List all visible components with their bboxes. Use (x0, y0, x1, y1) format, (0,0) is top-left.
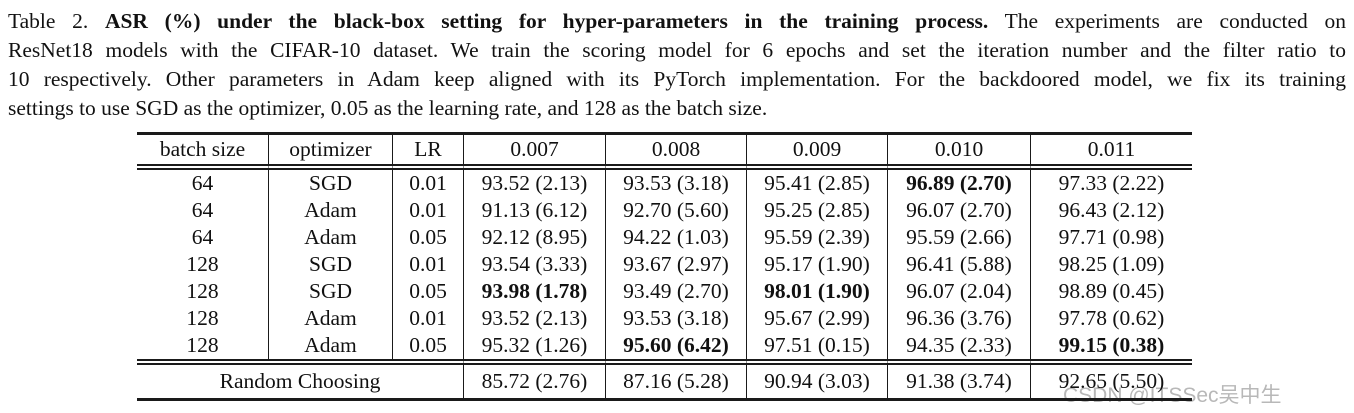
table-row: 64 Adam 0.05 92.12 (8.95) 94.22 (1.03) 95.59 … (137, 224, 1192, 251)
lr-cell: 0.05 (392, 224, 463, 251)
table-row: 128 Adam 0.05 95.32 (1.26) 95.60 (6.42) 97.51… (137, 332, 1192, 359)
header-batch-size: batch size (137, 135, 268, 170)
asr-value-cell: 92.65 (5.50) (1030, 359, 1192, 398)
asr-value-cell: 96.07 (2.70) (887, 197, 1030, 224)
asr-value-cell: 93.53 (3.18) (605, 170, 746, 197)
caption-line1-rest: The experiments are conducted on (988, 9, 1346, 33)
caption-line-3: 10 respectively. Other parameters in Ada… (8, 67, 1346, 91)
caption-label: Table 2. (8, 9, 105, 33)
asr-value-cell: 95.67 (2.99) (746, 305, 887, 332)
batch-size-cell: 64 (191, 225, 214, 249)
caption-line-1: Table 2. ASR (%) under the black-box set… (8, 7, 1346, 36)
asr-value-cell: 98.25 (1.09) (1030, 251, 1192, 278)
asr-value-cell: 96.36 (3.76) (887, 305, 1030, 332)
header-lr: LR (392, 135, 463, 170)
asr-value-cell: 95.17 (1.90) (746, 251, 887, 278)
footer-label: Random Choosing (137, 359, 463, 398)
table-row: 64 Adam 0.01 91.13 (6.12) 92.70 (5.60) 95.25 … (137, 197, 1192, 224)
asr-value-cell: 95.59 (2.39) (746, 224, 887, 251)
caption-line-2: ResNet18 models with the CIFAR-10 datase… (8, 38, 1346, 62)
header-lr-0009: 0.009 (746, 135, 887, 170)
asr-value-cell: 92.70 (5.60) (605, 197, 746, 224)
caption-bold-title: ASR (%) under the black-box setting for … (104, 9, 989, 33)
header-lr-0008: 0.008 (605, 135, 746, 170)
results-table: batch size optimizer LR 0.007 0.008 0.00… (137, 132, 1192, 401)
asr-value-cell: 99.15 (0.38) (1030, 332, 1192, 359)
asr-value-cell: 93.54 (3.33) (463, 251, 605, 278)
asr-value-cell: 91.38 (3.74) (887, 359, 1030, 398)
asr-value-cell: 93.98 (1.78) (463, 278, 605, 305)
asr-value-cell: 96.41 (5.88) (887, 251, 1030, 278)
lr-cell: 0.01 (392, 251, 463, 278)
header-optimizer: optimizer (268, 135, 392, 170)
asr-value-cell: 93.53 (3.18) (605, 305, 746, 332)
asr-value-cell: 96.07 (2.04) (887, 278, 1030, 305)
asr-value-cell: 91.13 (6.12) (463, 197, 605, 224)
lr-cell: 0.01 (392, 197, 463, 224)
asr-value-cell: 97.51 (0.15) (746, 332, 887, 359)
asr-value-cell: 95.25 (2.85) (746, 197, 887, 224)
optimizer-cell: Adam (268, 305, 392, 332)
asr-value-cell: 95.60 (6.42) (605, 332, 746, 359)
lr-cell: 0.05 (392, 278, 463, 305)
lr-cell: 0.01 (392, 305, 463, 332)
asr-value-cell: 93.49 (2.70) (605, 278, 746, 305)
table-row: 64 SGD 0.01 93.52 (2.13) 93.53 (3.18) 95.41 (… (137, 170, 1192, 197)
table-row: 128 SGD 0.01 93.54 (3.33) 93.67 (2.97) 95.17 … (137, 251, 1192, 278)
optimizer-cell: SGD (268, 170, 392, 197)
table-row: 128 SGD 0.05 93.98 (1.78) 93.49 (2.70) 98.01 … (137, 278, 1192, 305)
asr-value-cell: 95.41 (2.85) (746, 170, 887, 197)
batch-size-cell: 64 (191, 171, 214, 195)
optimizer-cell: Adam (268, 332, 392, 359)
asr-value-cell: 96.43 (2.12) (1030, 197, 1192, 224)
asr-value-cell: 97.71 (0.98) (1030, 224, 1192, 251)
asr-value-cell: 92.12 (8.95) (463, 224, 605, 251)
optimizer-cell: SGD (268, 278, 392, 305)
asr-value-cell: 93.52 (2.13) (463, 305, 605, 332)
batch-size-cell: 128 (186, 279, 219, 303)
asr-value-cell: 97.78 (0.62) (1030, 305, 1192, 332)
watermark: CSDN @ITSSec吴中生 (1063, 384, 1282, 407)
optimizer-cell: Adam (268, 224, 392, 251)
caption-line-4: settings to use SGD as the optimizer, 0.… (8, 96, 768, 120)
batch-size-cell: 64 (191, 198, 214, 222)
asr-value-cell: 98.01 (1.90) (746, 278, 887, 305)
asr-value-cell: 90.94 (3.03) (746, 359, 887, 398)
asr-value-cell: 94.22 (1.03) (605, 224, 746, 251)
optimizer-cell: Adam (268, 197, 392, 224)
batch-size-cell: 128 (186, 252, 219, 276)
header-lr-0007: 0.007 (463, 135, 605, 170)
footer-row: Random Choosing 85.72 (2.76) 87.16 (5.28… (137, 359, 1192, 398)
asr-value-cell: 98.89 (0.45) (1030, 278, 1192, 305)
asr-value-cell: 85.72 (2.76) (463, 359, 605, 398)
batch-size-cell: 128 (186, 333, 219, 357)
header-lr-0011: 0.011 (1030, 135, 1192, 170)
asr-value-cell: 93.52 (2.13) (463, 170, 605, 197)
optimizer-cell: SGD (268, 251, 392, 278)
table-caption: Table 2. ASR (%) under the black-box set… (8, 7, 1346, 123)
lr-cell: 0.05 (392, 332, 463, 359)
asr-value-cell: 96.89 (2.70) (887, 170, 1030, 197)
asr-value-cell: 94.35 (2.33) (887, 332, 1030, 359)
table-row: 128 Adam 0.01 93.52 (2.13) 93.53 (3.18) 95.67… (137, 305, 1192, 332)
batch-size-cell: 128 (186, 306, 219, 330)
asr-value-cell: 95.32 (1.26) (463, 332, 605, 359)
header-row: batch size optimizer LR 0.007 0.008 0.00… (137, 135, 1192, 170)
lr-cell: 0.01 (392, 170, 463, 197)
asr-value-cell: 93.67 (2.97) (605, 251, 746, 278)
asr-value-cell: 97.33 (2.22) (1030, 170, 1192, 197)
asr-value-cell: 87.16 (5.28) (605, 359, 746, 398)
header-lr-0010: 0.010 (887, 135, 1030, 170)
asr-value-cell: 95.59 (2.66) (887, 224, 1030, 251)
